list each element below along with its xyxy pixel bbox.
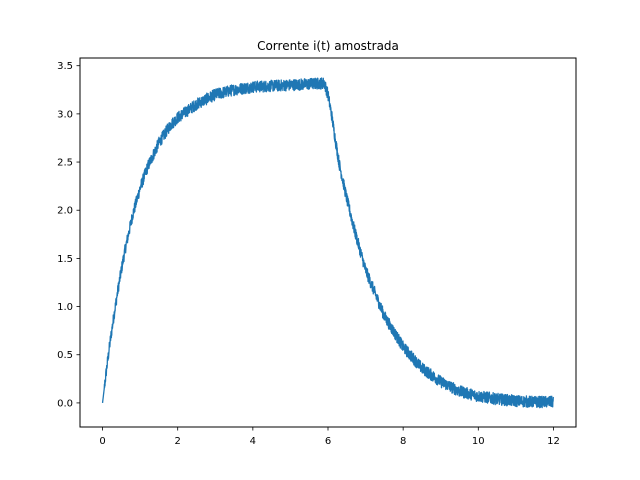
y-tick-label: 2.0	[57, 206, 73, 217]
x-tick-label: 10	[472, 436, 485, 447]
y-axis: 0.0 0.5 1.0 1.5 2.0 2.5 3.0 3.5	[57, 61, 80, 409]
y-tick-label: 3.5	[57, 61, 73, 72]
series-line	[101, 77, 555, 409]
chart-title: Corrente i(t) amostrada	[257, 39, 399, 53]
y-tick-label: 1.5	[57, 254, 73, 265]
x-tick-label: 2	[175, 436, 181, 447]
y-tick-label: 3.0	[57, 109, 73, 120]
y-tick-label: 0.0	[57, 398, 73, 409]
y-tick-label: 0.5	[57, 350, 73, 361]
x-tick-label: 6	[325, 436, 331, 447]
y-tick-label: 2.5	[57, 158, 73, 169]
x-tick-label: 0	[99, 436, 105, 447]
x-tick-label: 4	[250, 436, 256, 447]
plot-area	[101, 77, 555, 409]
x-tick-label: 8	[400, 436, 406, 447]
x-axis: 0 2 4 6 8 10 12	[99, 427, 560, 447]
axes-frame	[79, 57, 577, 428]
x-tick-label: 12	[547, 436, 560, 447]
y-tick-label: 1.0	[57, 302, 73, 313]
